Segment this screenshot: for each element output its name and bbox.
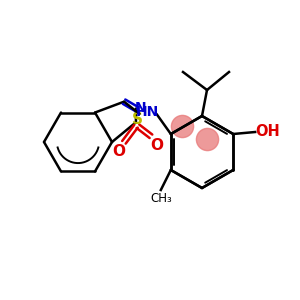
- Text: OH: OH: [255, 124, 280, 140]
- Text: O: O: [151, 138, 164, 153]
- Text: HN: HN: [136, 105, 159, 119]
- Text: CH₃: CH₃: [150, 191, 172, 205]
- Text: O: O: [112, 144, 125, 159]
- Text: N: N: [135, 100, 147, 115]
- Text: S: S: [131, 112, 142, 127]
